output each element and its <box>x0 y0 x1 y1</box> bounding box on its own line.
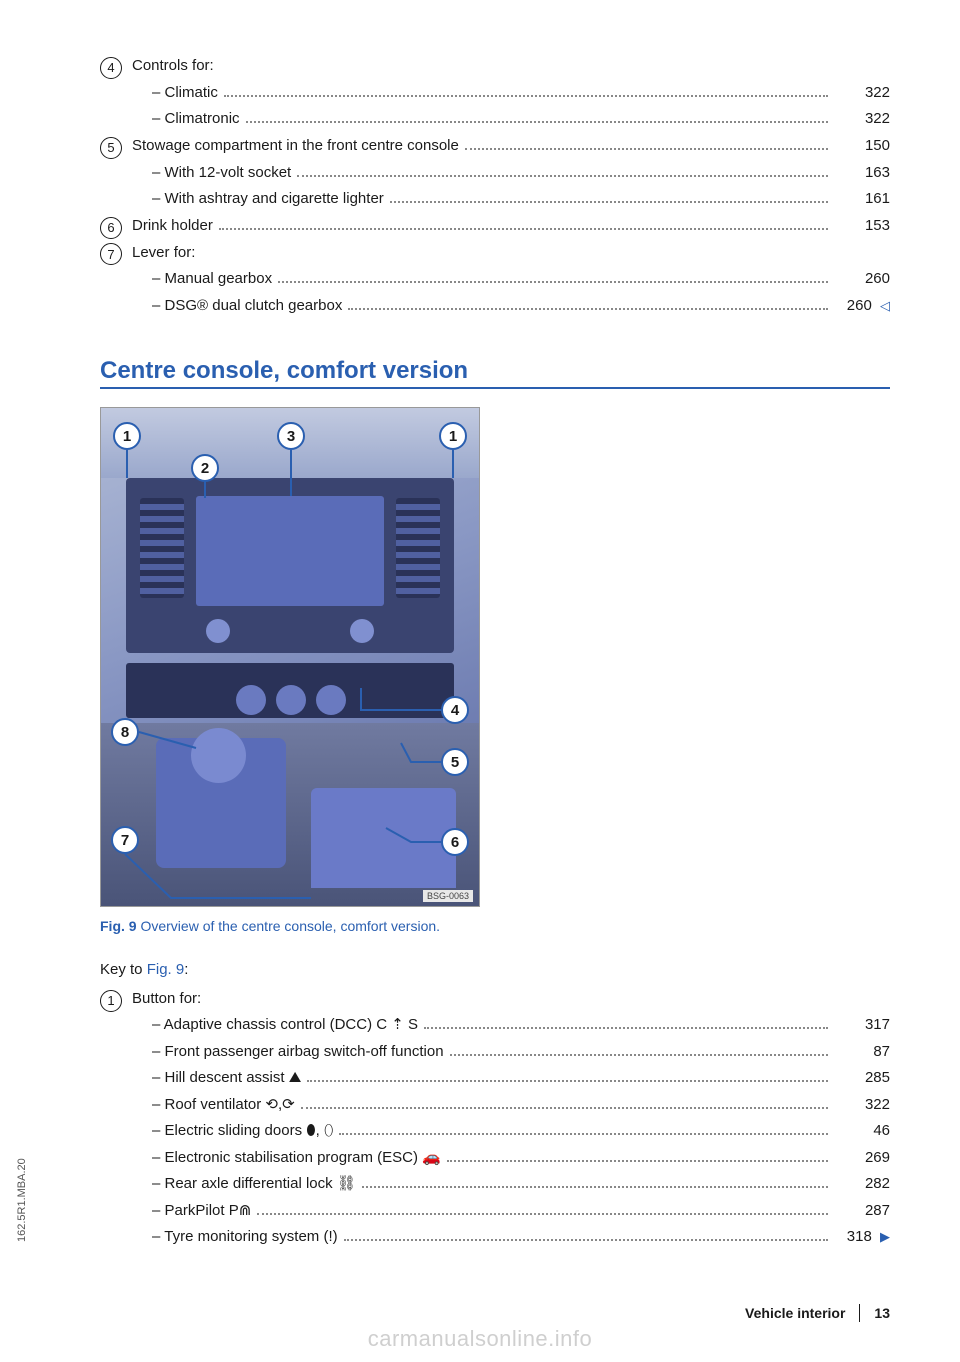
watermark: carmanualsonline.info <box>0 1326 960 1352</box>
toc-subitem: – Manual gearbox 260 <box>100 268 890 291</box>
toc-page: 153 <box>834 215 890 238</box>
toc-item: 4 Controls for: <box>100 55 890 78</box>
toc-sublabel: – Front passenger airbag switch-off func… <box>132 1041 444 1064</box>
caption-prefix: Fig. 9 <box>100 918 137 934</box>
toc-page: 87 <box>834 1041 890 1064</box>
figure-callout-2: 2 <box>191 454 219 482</box>
toc-subitem: – Adaptive chassis control (DCC) C ⇡ S 31… <box>100 1014 890 1037</box>
toc-item: 1 Button for: <box>100 988 890 1011</box>
toc-sublabel: – DSG® dual clutch gearbox <box>132 295 342 318</box>
toc-page: 322 <box>834 1094 890 1117</box>
toc-sublabel: – Manual gearbox <box>132 268 272 291</box>
toc-label: Drink holder <box>132 215 213 238</box>
heading-rule <box>100 387 890 389</box>
toc-subitem: – Electric sliding doors ⬮, ⬯ 46 <box>100 1120 890 1143</box>
toc-label: Lever for: <box>132 242 195 265</box>
toc-page: 260 ◁ <box>834 295 890 318</box>
toc-page: 269 <box>834 1147 890 1170</box>
toc-number-badge: 1 <box>100 990 122 1012</box>
toc-sublabel: – Rear axle differential lock ⛓ <box>132 1173 356 1196</box>
figure-callout-5: 5 <box>441 748 469 776</box>
toc-page: 150 <box>834 135 890 158</box>
continuation-marker: ▶ <box>880 1229 890 1244</box>
toc-sublabel: – Electric sliding doors ⬮, ⬯ <box>132 1120 333 1143</box>
footer-divider <box>859 1304 860 1322</box>
footer-page-number: 13 <box>874 1305 890 1321</box>
toc-page: 287 <box>834 1200 890 1223</box>
figure-callout-7: 7 <box>111 826 139 854</box>
key-figref: Fig. 9 <box>147 961 185 978</box>
toc-sublabel: – Hill descent assist ⛰ <box>132 1067 301 1090</box>
toc-page: 322 <box>834 108 890 131</box>
toc-label: Button for: <box>132 988 201 1011</box>
figure-code: BSG-0063 <box>423 890 473 902</box>
toc-page: 163 <box>834 162 890 185</box>
toc-subitem: – Climatronic 322 <box>100 108 890 131</box>
caption-text: Overview of the centre console, comfort … <box>140 918 440 934</box>
figure-callout-3: 3 <box>277 422 305 450</box>
toc-number-badge: 4 <box>100 57 122 79</box>
toc-sublabel: – Electronic stabilisation program (ESC)… <box>132 1147 441 1170</box>
toc-number-badge: 6 <box>100 217 122 239</box>
toc-subitem: – DSG® dual clutch gearbox 260 ◁ <box>100 295 890 318</box>
key-prefix: Key to <box>100 961 147 978</box>
toc-page: 260 <box>834 268 890 291</box>
figure-callout-4: 4 <box>441 696 469 724</box>
toc-sublabel: – Roof ventilator ⟲,⟳ <box>132 1094 295 1117</box>
toc-subitem: – Front passenger airbag switch-off func… <box>100 1041 890 1064</box>
figure-callout-6: 6 <box>441 828 469 856</box>
toc-item: 6 Drink holder 153 <box>100 215 890 238</box>
toc-subitem: – Tyre monitoring system (!) 318 ▶ <box>100 1226 890 1249</box>
toc-subitem: – Climatic 322 <box>100 82 890 105</box>
toc-page: 282 <box>834 1173 890 1196</box>
figure-callout-1: 1 <box>439 422 467 450</box>
figure-caption: Fig. 9 Overview of the centre console, c… <box>100 917 480 937</box>
side-label: 162.5R1.MBA.20 <box>16 1158 28 1242</box>
toc-page: 318 ▶ <box>834 1226 890 1249</box>
toc-sublabel: – ParkPilot P⋒ <box>132 1200 251 1223</box>
section-heading: Centre console, comfort version <box>100 357 890 385</box>
page-footer: Vehicle interior 13 <box>745 1304 890 1322</box>
toc-page: 46 <box>834 1120 890 1143</box>
toc-sublabel: – With ashtray and cigarette lighter <box>132 188 384 211</box>
toc-sublabel: – Climatic <box>132 82 218 105</box>
key-line: Key to Fig. 9: <box>100 961 890 978</box>
toc-subitem: – Rear axle differential lock ⛓ 282 <box>100 1173 890 1196</box>
toc-subitem: – With ashtray and cigarette lighter 161 <box>100 188 890 211</box>
toc-sublabel: – With 12-volt socket <box>132 162 291 185</box>
figure-callout-8: 8 <box>111 718 139 746</box>
toc-subitem: – Hill descent assist ⛰ 285 <box>100 1067 890 1090</box>
toc-item: 7 Lever for: <box>100 241 890 264</box>
toc-number-badge: 5 <box>100 137 122 159</box>
figure-callout-1: 1 <box>113 422 141 450</box>
toc-page: 161 <box>834 188 890 211</box>
toc-subitem: – ParkPilot P⋒ 287 <box>100 1200 890 1223</box>
toc-sublabel: – Adaptive chassis control (DCC) C ⇡ S <box>132 1014 418 1037</box>
footer-section: Vehicle interior <box>745 1305 845 1321</box>
toc-label: Controls for: <box>132 55 214 78</box>
toc-subitem: – Roof ventilator ⟲,⟳ 322 <box>100 1094 890 1117</box>
toc-page: 285 <box>834 1067 890 1090</box>
toc-sublabel: – Tyre monitoring system (!) <box>132 1226 338 1249</box>
toc-subitem: – With 12-volt socket 163 <box>100 162 890 185</box>
toc-subitem: – Electronic stabilisation program (ESC)… <box>100 1147 890 1170</box>
figure-centre-console: 1 3 1 2 4 8 5 7 6 BSG-0063 <box>100 407 480 907</box>
toc-page: 322 <box>834 82 890 105</box>
toc-label: Stowage compartment in the front centre … <box>132 135 459 158</box>
toc-number-badge: 7 <box>100 243 122 265</box>
toc-lower: 1 Button for: – Adaptive chassis control (… <box>100 988 890 1249</box>
continuation-marker: ◁ <box>880 298 890 313</box>
toc-upper: 4Controls for:– Climatic322– Climatronic… <box>100 55 890 317</box>
key-suffix: : <box>184 961 188 978</box>
toc-sublabel: – Climatronic <box>132 108 240 131</box>
toc-item: 5 Stowage compartment in the front centre… <box>100 135 890 158</box>
toc-page: 317 <box>834 1014 890 1037</box>
